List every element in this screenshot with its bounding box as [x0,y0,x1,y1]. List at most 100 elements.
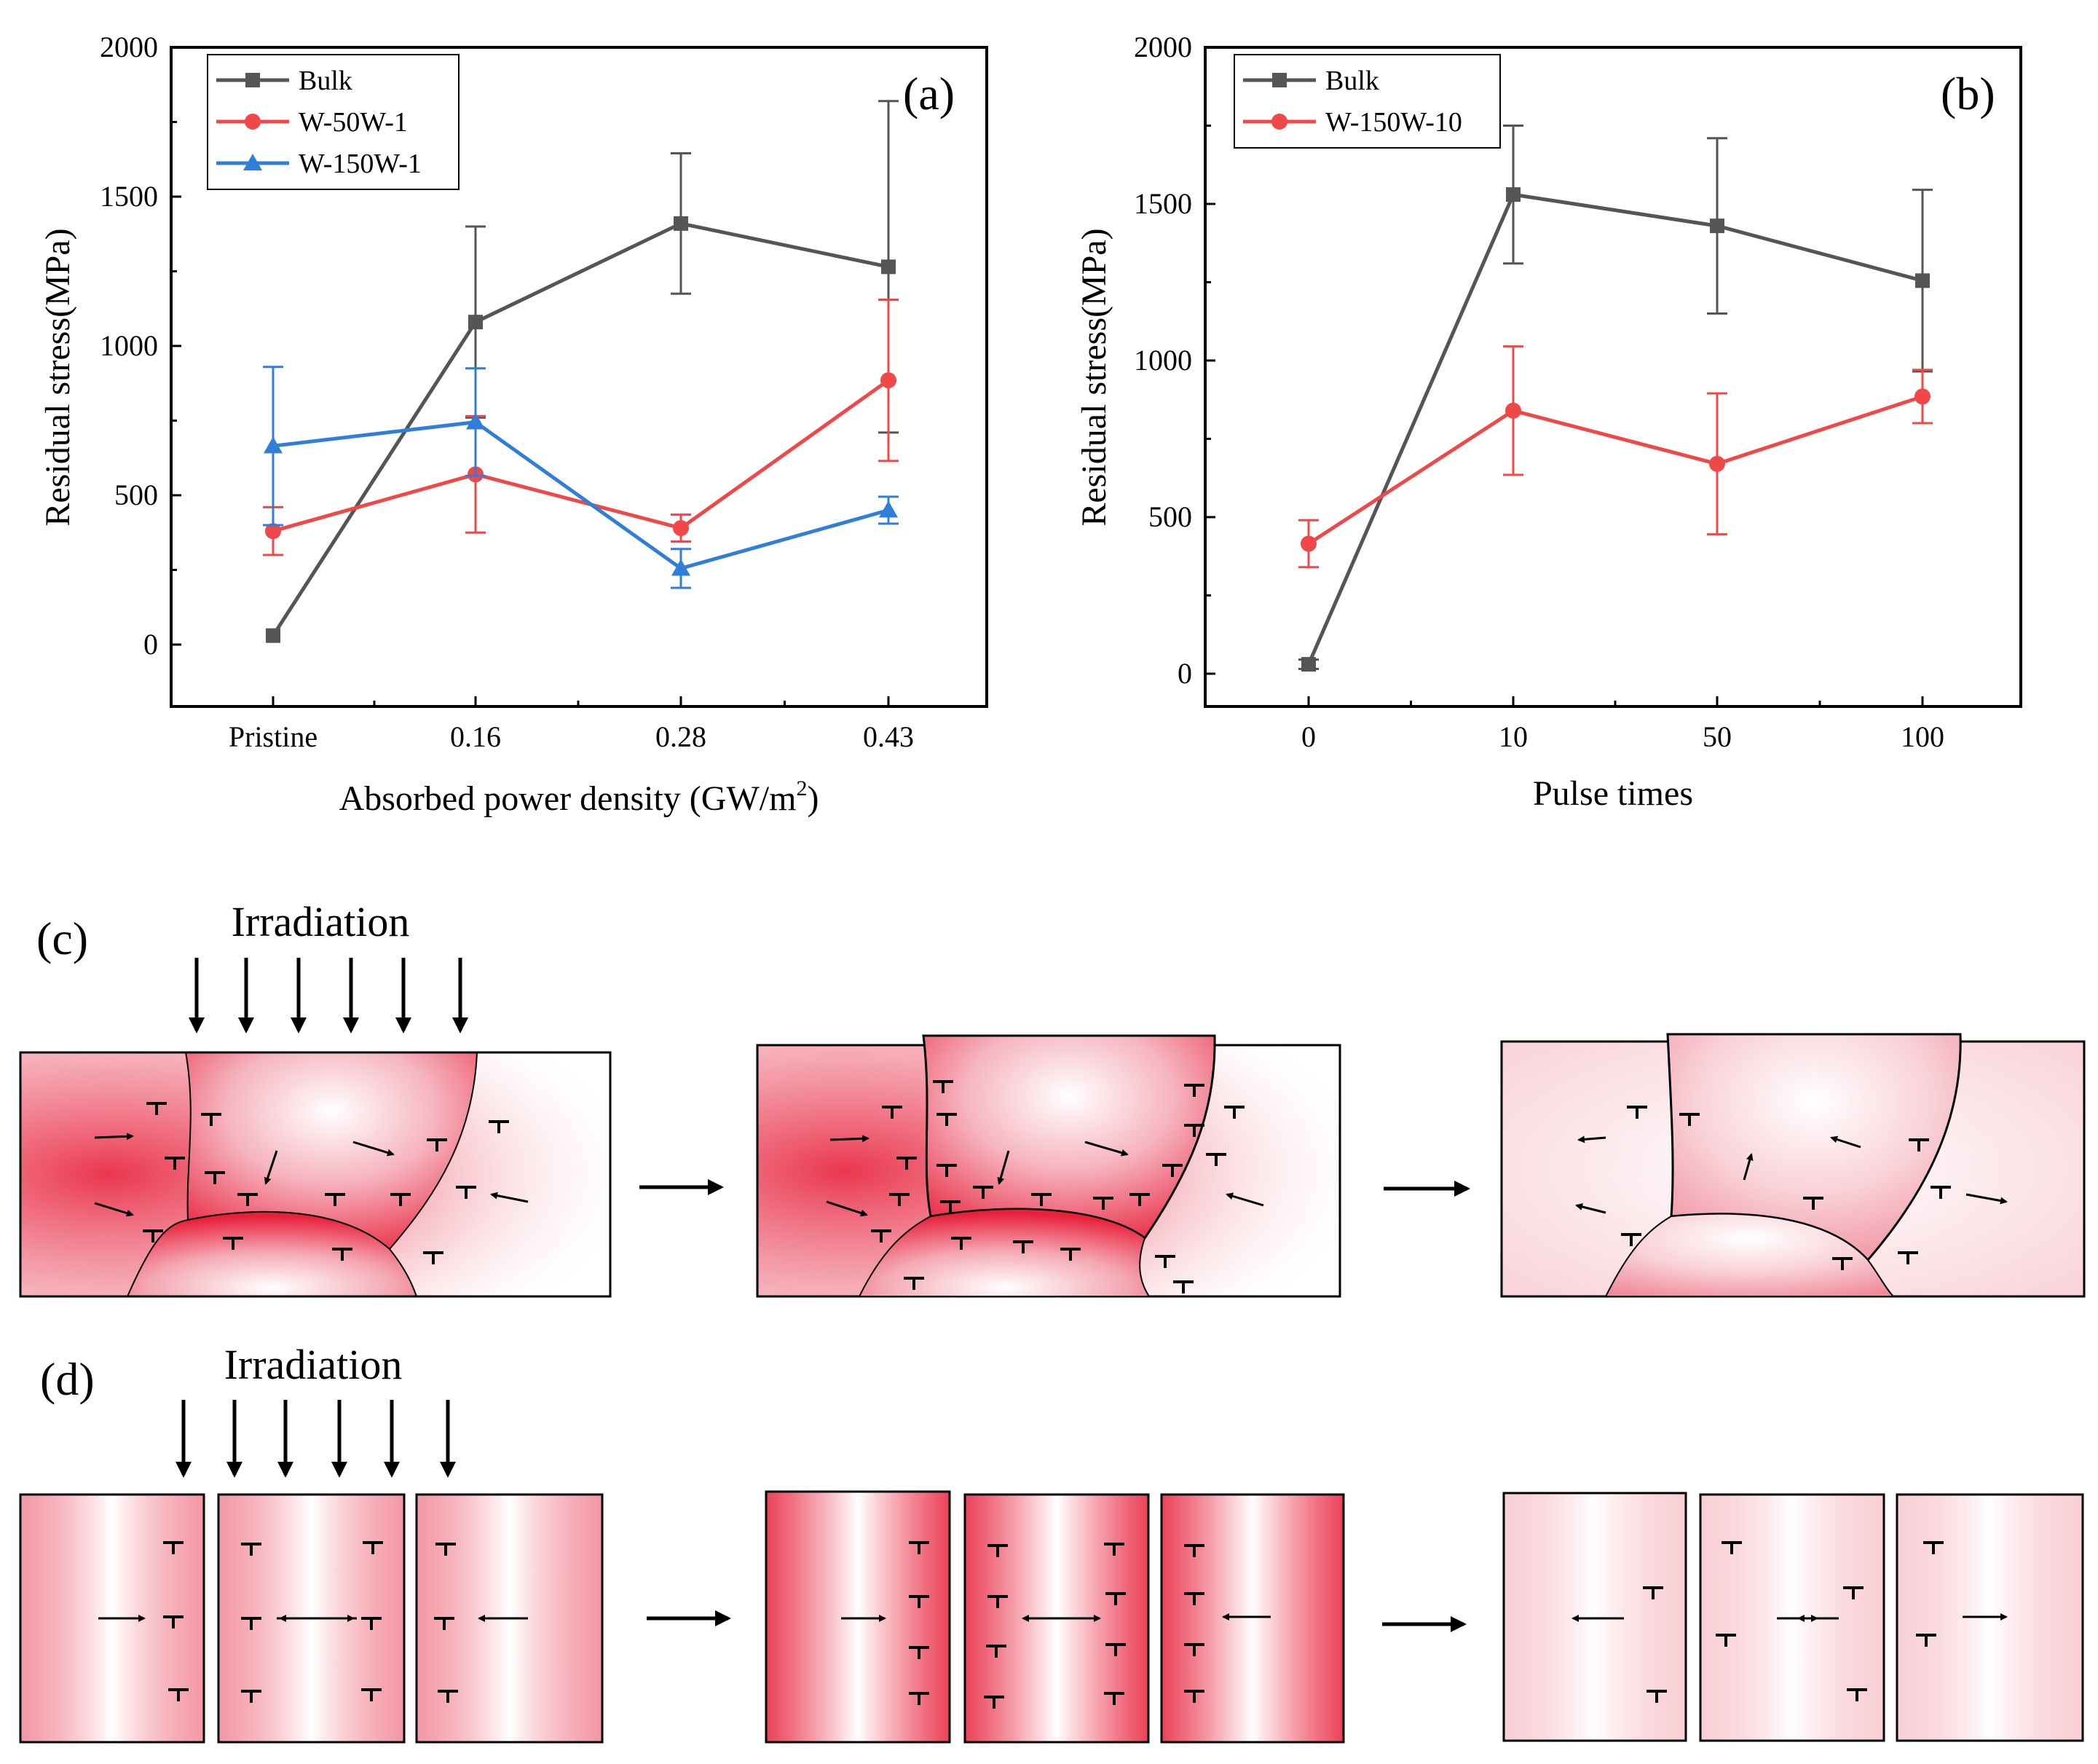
grain-bottom [126,1210,418,1297]
dislocation [1105,1592,1126,1605]
data-point [1709,455,1725,472]
x-tick-label: 10 [1499,720,1528,753]
x-tick-label: 50 [1703,720,1732,753]
dislocation [1104,1543,1124,1556]
schematic-d-stage-3 [1502,1492,2084,1742]
dislocation [1679,1113,1700,1126]
legend-label: Bulk [299,66,352,96]
schematic-c-stage-2 [756,1034,1341,1298]
chart-b-y-axis: 0 500 1000 1500 2000 [1134,31,1215,690]
legend-label: W-150W-10 [1325,107,1462,138]
dislocation [165,1157,185,1170]
dislocation [1184,1544,1204,1557]
dislocation [427,1138,447,1151]
chart-a: 0 500 1000 1500 2000 Pristine 0.16 0.28 0.43 (a… [39,31,988,818]
dislocation [1206,1153,1226,1166]
series-line [1307,395,1923,546]
dislocation [241,1543,261,1556]
data-point [881,259,896,275]
dislocation [1162,1164,1183,1177]
chart-a-x-axis-title-close: ) [807,779,819,818]
chart-b-y-axis-title: Residual stress(MPa) [1075,228,1113,526]
y-tick-label: 2000 [100,31,158,63]
dislocation [1923,1541,1944,1554]
series-Bulk [1298,125,1933,672]
dislocation [163,1541,184,1554]
stress-arrow [829,1135,869,1143]
data-point [674,216,688,231]
dislocation [241,1617,261,1630]
stress-arrow [1830,1135,1861,1149]
legend-marker [245,114,261,130]
x-tick-label: 0.28 [655,720,706,753]
dislocation [1643,1586,1663,1599]
data-point [1506,187,1521,202]
dislocation [984,1696,1004,1709]
legend-marker [1272,73,1287,87]
process-arrows-c [639,1179,1470,1197]
series-line [272,379,890,533]
chart-b-frame [1204,46,2022,708]
series-W-50W-1 [263,298,899,556]
process-arrows-d [647,1610,1467,1632]
dislocation [936,1113,957,1126]
schematic-c-irradiation-label: Irradiation [232,898,410,945]
y-tick-label: 1500 [100,180,158,213]
dislocation [1847,1688,1867,1701]
legend-label: W-150W-1 [299,149,422,179]
dislocation [889,1193,910,1206]
stress-arrow [1577,1135,1606,1143]
x-tick-label: 0.43 [863,720,914,753]
dislocation [987,1595,1008,1608]
dislocation [489,1120,509,1133]
stress-arrow [1226,1192,1264,1207]
chart-b-x-axis: 0 10 50 100 [1301,696,1944,753]
dislocation [363,1541,383,1554]
dislocation [237,1193,258,1206]
data-point [1505,402,1521,419]
stress-arrow [352,1141,395,1157]
data-point [466,412,485,430]
schematic-c-label: (c) [36,913,88,964]
dislocation [973,1186,993,1199]
stress-arrow [94,1202,134,1217]
stress-arrow [1575,1203,1606,1214]
dislocation [1173,1280,1194,1294]
data-point [1914,388,1931,405]
dislocation [201,1113,221,1126]
dislocation [435,1543,456,1556]
dislocation [241,1690,261,1703]
dislocation [1931,1186,1951,1199]
schematic-c: (c) Irradiation [19,898,2086,1298]
data-point [266,628,280,643]
data-point [880,372,896,389]
data-point [879,500,898,518]
x-tick-label: Pristine [229,720,318,753]
dislocation [1105,1643,1126,1656]
schematic-c-stage-3 [1500,1033,2086,1298]
schematic-c-stage-1 [19,1051,612,1298]
y-tick-label: 2000 [1134,31,1192,63]
y-tick-label: 0 [143,628,158,661]
schematic-d-irradiation-label: Irradiation [224,1341,403,1388]
dislocation [951,1237,971,1250]
data-point [264,436,283,454]
chart-a-series [263,100,899,643]
dislocation [909,1541,929,1554]
legend-marker [1271,114,1287,130]
chart-b-panel-label: (b) [1941,68,1995,119]
chart-a-legend: Bulk W-50W-1 W-150W-1 [207,54,460,190]
dislocation [423,1251,443,1264]
dislocation [882,1106,902,1119]
chart-b: 0 500 1000 1500 2000 0 10 50 100 (b) Residual s… [1075,31,2022,813]
dislocation [909,1646,929,1659]
dislocation [909,1692,929,1705]
dislocation [1898,1251,1918,1264]
x-tick-label: 100 [1901,720,1944,753]
dislocation [168,1688,189,1701]
x-tick-label: 0 [1301,720,1316,753]
chart-a-y-axis-title: Residual stress(MPa) [39,228,77,526]
schematic-d-label: (d) [40,1353,95,1405]
dislocation [896,1157,917,1170]
dislocation [1621,1233,1641,1246]
